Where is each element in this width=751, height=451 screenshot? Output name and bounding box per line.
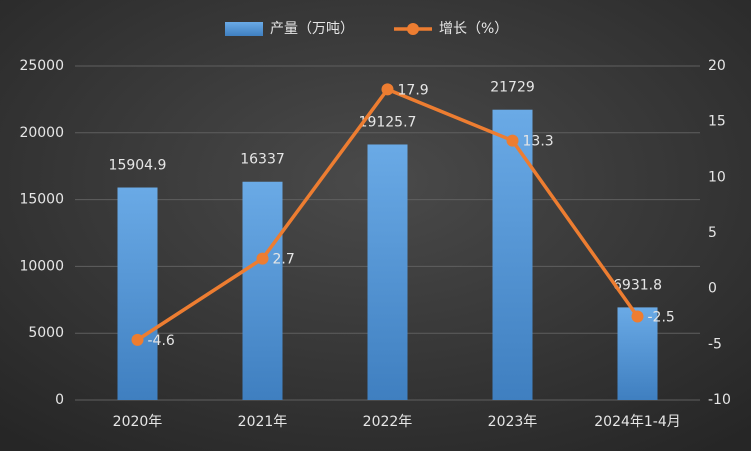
line-point <box>131 333 144 346</box>
x-tick-label: 2021年 <box>238 414 288 430</box>
y-tick-label: 25000 <box>19 58 64 74</box>
line-value-label: -4.6 <box>148 333 175 349</box>
bar-value-label: 21729 <box>490 80 535 96</box>
bar-value-label: 19125.7 <box>359 114 417 130</box>
y2-tick-label: -10 <box>708 392 731 408</box>
line-value-label: 13.3 <box>523 134 554 150</box>
line-value-label: -2.5 <box>648 310 675 326</box>
line-point <box>506 134 519 147</box>
y2-tick-label: 0 <box>708 281 717 297</box>
y2-tick-label: 15 <box>708 114 726 130</box>
legend-label: 产量（万吨） <box>270 21 354 37</box>
legend-label: 增长（%） <box>439 21 508 37</box>
y2-tick-label: 20 <box>708 58 726 74</box>
line-point <box>256 252 269 265</box>
line-value-label: 2.7 <box>273 252 295 268</box>
bar-value-label: 16337 <box>240 152 285 168</box>
x-tick-label: 2022年 <box>363 414 413 430</box>
y-tick-label: 20000 <box>19 125 64 141</box>
line-point <box>631 310 644 323</box>
y-tick-label: 10000 <box>19 258 64 274</box>
bar-value-label: 15904.9 <box>109 158 167 174</box>
y2-tick-label: 10 <box>708 169 726 185</box>
y-tick-label: 0 <box>55 392 64 408</box>
x-tick-label: 2024年1-4月 <box>594 414 681 430</box>
bar <box>617 307 658 400</box>
bar <box>492 109 533 400</box>
legend-swatch <box>407 23 419 35</box>
line-point <box>381 83 394 96</box>
bar <box>117 187 158 400</box>
y2-tick-label: 5 <box>708 225 717 241</box>
x-tick-label: 2020年 <box>113 414 163 430</box>
y-tick-label: 5000 <box>28 325 64 341</box>
bar-value-label: 6931.8 <box>613 277 662 293</box>
bar <box>242 181 283 400</box>
legend-swatch <box>225 22 263 36</box>
x-tick-label: 2023年 <box>488 414 538 430</box>
bar <box>367 144 408 400</box>
line-value-label: 17.9 <box>398 82 429 98</box>
y-tick-label: 15000 <box>19 192 64 208</box>
y2-tick-label: -5 <box>708 336 722 352</box>
